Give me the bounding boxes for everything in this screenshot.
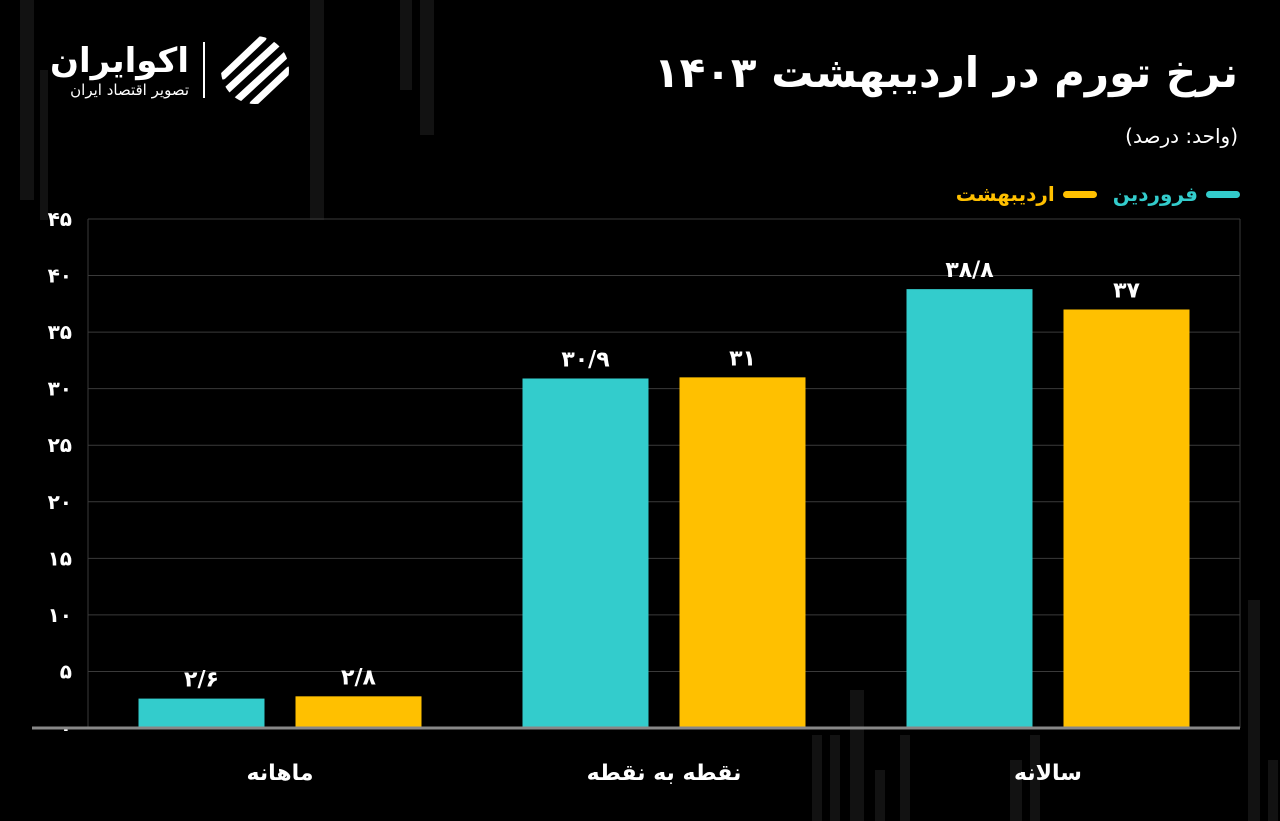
x-category-label: سالانه xyxy=(1014,761,1082,786)
brand-name: اکوایران xyxy=(50,41,189,81)
data-label: ۲/۸ xyxy=(341,665,376,690)
y-tick-label: ۲۰ xyxy=(48,490,72,514)
chart-title: نرخ تورم در اردیبهشت ۱۴۰۳ xyxy=(654,48,1238,97)
bar xyxy=(138,698,265,728)
y-tick-label: ۱۵ xyxy=(48,546,72,570)
bar xyxy=(679,377,806,728)
data-label: ۳۸/۸ xyxy=(945,258,994,283)
y-tick-label: ۵ xyxy=(60,659,72,683)
brand-emblem-icon xyxy=(221,36,289,104)
legend-label-ordibehesht: اردیبهشت xyxy=(955,182,1055,206)
data-label: ۳۷ xyxy=(1113,278,1140,303)
data-label: ۳۰/۹ xyxy=(561,347,609,372)
y-tick-label: ۱۰ xyxy=(48,603,72,627)
y-tick-label: ۳۰ xyxy=(48,377,72,401)
y-tick-label: ۴۰ xyxy=(48,264,72,288)
y-tick-label: ۳۵ xyxy=(48,320,72,344)
bar xyxy=(906,289,1033,728)
bar xyxy=(1063,309,1190,728)
x-category-label: ماهانه xyxy=(247,761,314,786)
legend-swatch-farvardin xyxy=(1206,190,1240,198)
brand-logo: اکوایران تصویر اقتصاد ایران xyxy=(50,34,291,106)
brand-tagline: تصویر اقتصاد ایران xyxy=(70,81,189,99)
y-tick-label: ۴۵ xyxy=(48,207,72,231)
y-tick-label: ۲۵ xyxy=(48,433,72,457)
bar xyxy=(522,378,649,728)
data-label: ۳۱ xyxy=(729,346,756,371)
chart-subtitle: (واحد: درصد) xyxy=(1125,124,1238,148)
legend-swatch-ordibehesht xyxy=(1062,190,1097,198)
legend-label-farvardin: فروردین xyxy=(1112,182,1198,206)
legend: فروردین اردیبهشت xyxy=(956,182,1240,206)
legend-item-ordibehesht: اردیبهشت xyxy=(956,182,1097,206)
x-category-label: نقطه به نقطه xyxy=(587,761,742,786)
logo-separator xyxy=(203,42,205,98)
data-label: ۲/۶ xyxy=(184,668,219,693)
legend-item-farvardin: فروردین xyxy=(1113,182,1240,206)
bar xyxy=(295,696,422,728)
